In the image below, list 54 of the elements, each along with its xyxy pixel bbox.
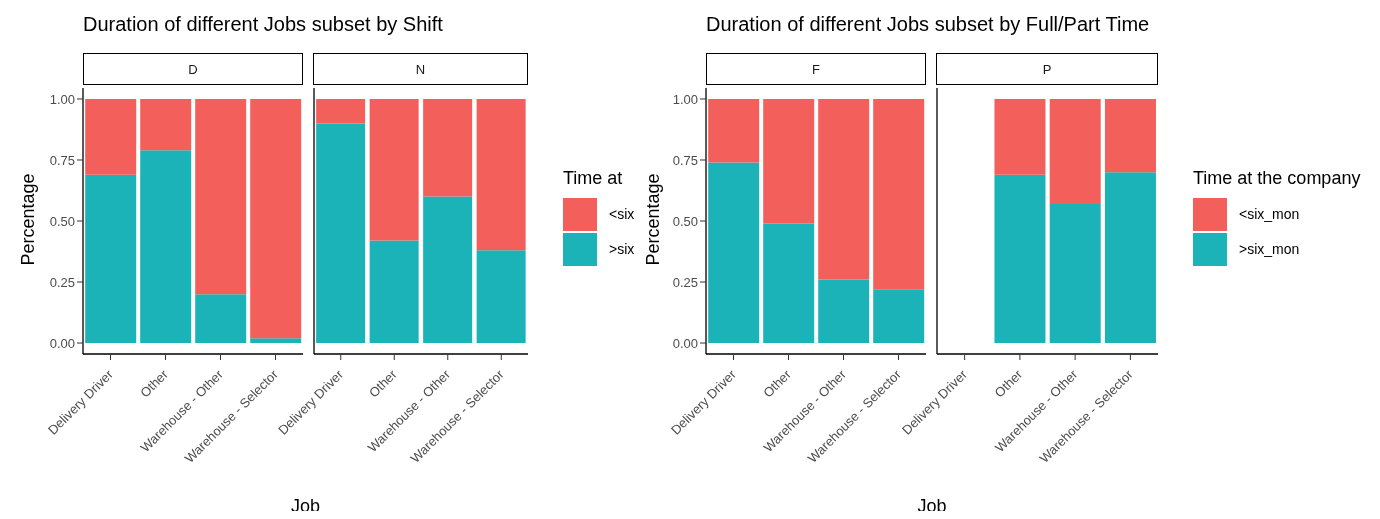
- bar: [708, 98, 760, 163]
- bar: [873, 289, 925, 344]
- chart-subtitle: D: [83, 53, 303, 85]
- bar: [763, 98, 815, 224]
- chart-subtitle: P: [936, 53, 1158, 85]
- bar: [316, 123, 366, 344]
- bar: [994, 98, 1046, 175]
- bar: [250, 98, 302, 339]
- bar: [994, 174, 1046, 344]
- y-axis-title: Percentage: [17, 172, 39, 268]
- bar: [708, 162, 760, 344]
- bar: [140, 98, 192, 151]
- bar: [818, 98, 870, 280]
- bar: [1049, 203, 1101, 344]
- bar: [873, 98, 925, 290]
- legend-label: <six_mon: [1239, 206, 1300, 222]
- y-tick-label: 0.50: [672, 213, 698, 229]
- bar: [195, 294, 247, 344]
- bar: [423, 196, 473, 344]
- chart-subtitle: F: [706, 53, 926, 85]
- bar: [250, 338, 302, 344]
- bar: [316, 98, 366, 124]
- bar: [1104, 172, 1156, 344]
- bar: [1104, 98, 1156, 173]
- y-tick-label: 0.75: [672, 152, 698, 168]
- chart-title: Duration of different Jobs subset by Full/Part Time: [706, 13, 1150, 36]
- y-axis-title: Percentage: [642, 172, 664, 268]
- legend-title: Time at: [563, 168, 624, 189]
- bar: [85, 98, 137, 175]
- bar: [476, 98, 526, 251]
- legend-title: Time at the company: [1193, 168, 1361, 189]
- y-tick-label: 0.25: [49, 274, 75, 290]
- bar: [140, 150, 192, 344]
- bar: [85, 174, 137, 344]
- y-tick-label: 0.00: [672, 335, 698, 351]
- legend-label: >six_mon: [1239, 241, 1300, 257]
- bar: [369, 98, 419, 241]
- y-tick-label: 0.25: [672, 274, 698, 290]
- y-tick-label: 0.75: [49, 152, 75, 168]
- y-tick-label: 0.00: [49, 335, 75, 351]
- bar: [369, 240, 419, 344]
- legend-label: <six: [609, 206, 635, 222]
- y-tick-label: 1.00: [49, 91, 75, 107]
- bar: [423, 98, 473, 197]
- bar: [195, 98, 247, 295]
- bar: [763, 223, 815, 344]
- y-tick-label: 0.50: [49, 213, 75, 229]
- chart-title: Duration of different Jobs subset by Shift: [83, 13, 443, 36]
- bar: [818, 279, 870, 344]
- y-tick-label: 1.00: [672, 91, 698, 107]
- chart-subtitle: N: [313, 53, 528, 85]
- bar: [1049, 98, 1101, 204]
- legend-label: >six: [609, 241, 635, 257]
- bar: [476, 250, 526, 344]
